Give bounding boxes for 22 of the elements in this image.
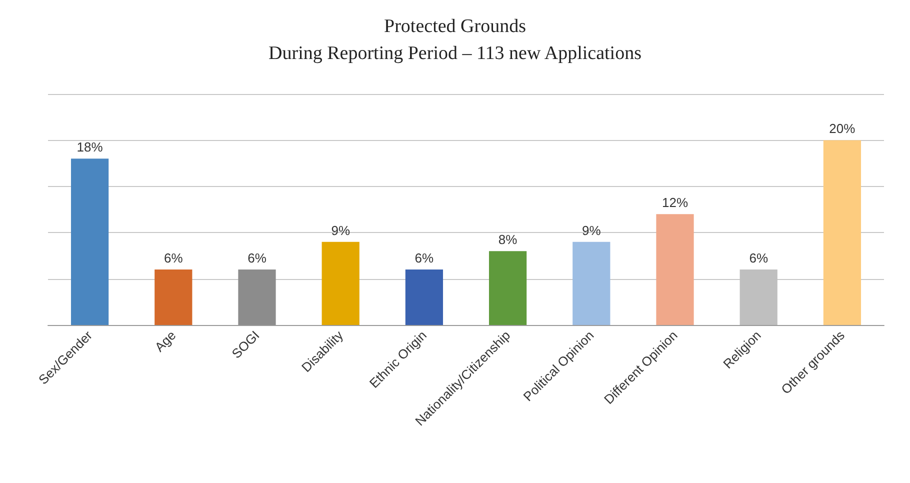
x-tick-label: Age [152,328,179,355]
bar [322,242,360,325]
data-label: 6% [414,250,434,266]
bar [488,251,527,325]
chart-subtitle: During Reporting Period – 113 new Applications [268,43,642,64]
bar [154,270,192,325]
data-label: 20% [829,121,856,136]
data-label: 6% [248,250,267,266]
bar [823,140,862,325]
bar [70,158,109,325]
bar [656,214,694,325]
bar [572,242,610,325]
data-label: 9% [582,222,602,238]
bar [405,270,444,325]
data-label: 6% [164,250,184,266]
data-label: 9% [331,222,350,238]
data-label: 18% [76,140,104,155]
chart-title: Protected Grounds [384,16,526,37]
data-label: 8% [498,232,518,248]
data-label: 6% [749,250,768,266]
bar [238,270,276,325]
data-label: 12% [662,195,688,210]
